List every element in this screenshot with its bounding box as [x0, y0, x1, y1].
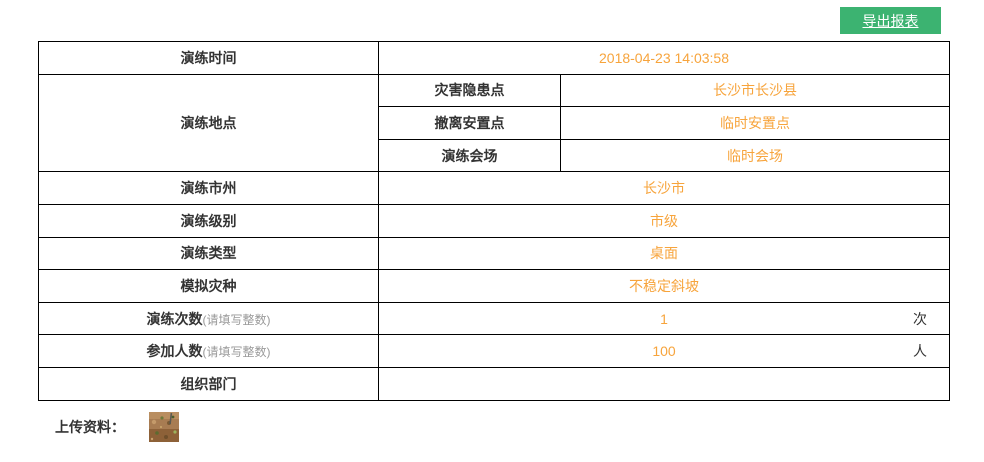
drill-city-value: 长沙市: [378, 171, 950, 205]
upload-materials-label: 上传资料：: [55, 419, 125, 435]
table-row-drill-city: 演练市州 长沙市: [38, 171, 950, 205]
drill-city-label: 演练市州: [38, 171, 379, 205]
participants-label-text: 参加人数: [146, 343, 203, 360]
drill-count-unit: 次: [913, 310, 927, 327]
upload-materials-row: 上传资料：: [55, 412, 179, 442]
drill-time-value: 2018-04-23 14:03:58: [378, 41, 950, 75]
organizing-department-label: 组织部门: [38, 366, 379, 401]
participants-value: 100: [652, 343, 676, 360]
table-row-simulated-disaster: 模拟灾种 不稳定斜坡: [38, 269, 950, 303]
evacuation-point-label: 撤离安置点: [378, 106, 561, 140]
drill-location-label: 演练地点: [38, 73, 379, 173]
table-row-drill-type: 演练类型 桌面: [38, 236, 950, 271]
drill-venue-label: 演练会场: [378, 138, 561, 173]
table-row-drill-venue: 演练会场 临时会场: [39, 138, 950, 173]
table-row-hazard-point: 演练地点 灾害隐患点 长沙市长沙县: [38, 73, 950, 173]
drill-level-value: 市级: [378, 203, 950, 238]
drill-count-cell: 1 次: [378, 301, 950, 336]
table-row-participants: 参加人数(请填写整数) 100 人: [38, 334, 950, 368]
drill-count-label-text: 演练次数: [146, 310, 203, 327]
hazard-point-label: 灾害隐患点: [378, 73, 561, 108]
drill-report-table: 演练时间 2018-04-23 14:03:58 演练地点 灾害隐患点 长沙市长…: [38, 41, 950, 401]
drill-level-label: 演练级别: [38, 203, 379, 238]
hazard-point-value: 长沙市长沙县: [560, 73, 950, 108]
export-report-button-label: 导出报表: [862, 12, 919, 29]
participants-hint: (请填写整数): [202, 345, 271, 360]
simulated-disaster-value: 不稳定斜坡: [378, 269, 950, 303]
participants-cell: 100 人: [378, 334, 950, 368]
drill-type-value: 桌面: [378, 236, 950, 271]
upload-thumbnail-image[interactable]: [149, 412, 179, 442]
drill-count-label: 演练次数(请填写整数): [38, 301, 379, 336]
drill-count-hint: (请填写整数): [202, 312, 271, 327]
table-row-drill-time: 演练时间 2018-04-23 14:03:58: [38, 41, 950, 75]
table-row-drill-level: 演练级别 市级: [38, 203, 950, 238]
evacuation-point-value: 临时安置点: [560, 106, 950, 140]
participants-label: 参加人数(请填写整数): [38, 334, 379, 368]
drill-count-value: 1: [660, 310, 668, 327]
drill-time-label: 演练时间: [38, 41, 379, 75]
table-row-evacuation-point: 撤离安置点 临时安置点: [39, 106, 950, 140]
table-row-drill-count: 演练次数(请填写整数) 1 次: [38, 301, 950, 336]
table-row-organizing-department: 组织部门: [38, 366, 950, 401]
export-report-button[interactable]: 导出报表: [840, 7, 941, 34]
drill-venue-value: 临时会场: [560, 138, 950, 173]
participants-unit: 人: [913, 343, 927, 360]
organizing-department-value: [378, 366, 950, 401]
drill-type-label: 演练类型: [38, 236, 379, 271]
simulated-disaster-label: 模拟灾种: [38, 269, 379, 303]
